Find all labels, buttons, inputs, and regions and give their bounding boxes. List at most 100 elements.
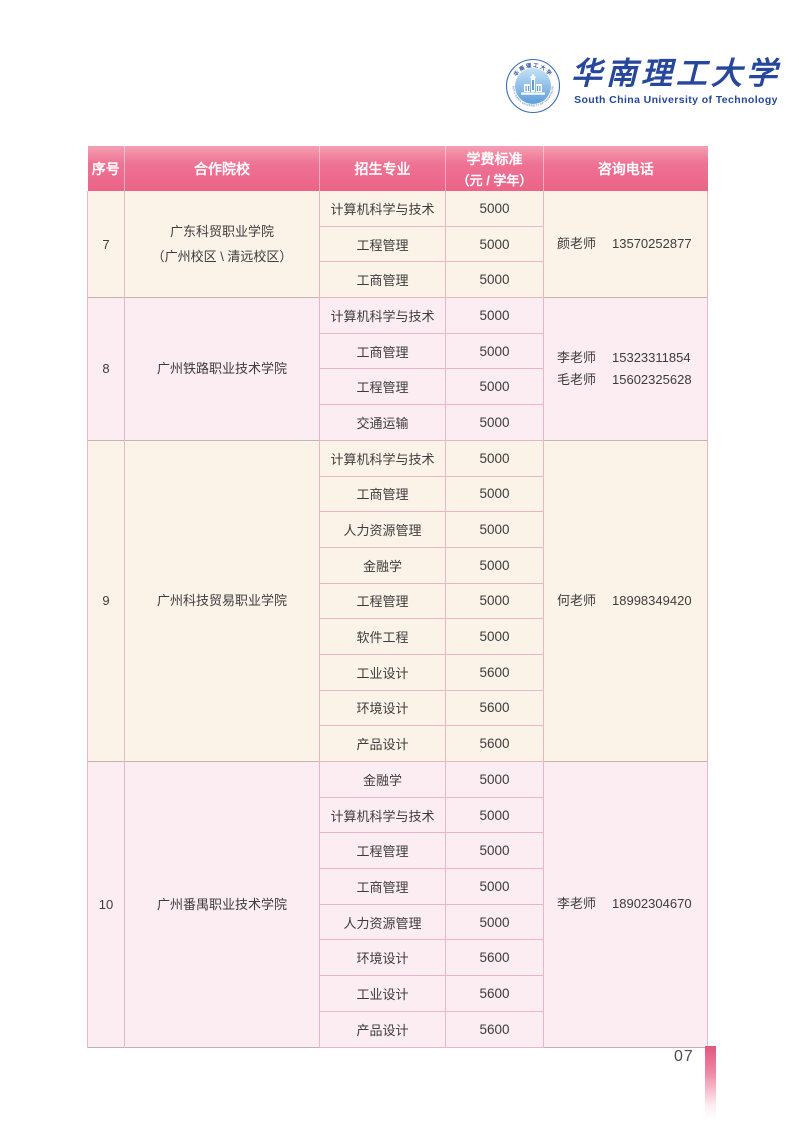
major-cell: 计算机科学与技术 — [319, 191, 446, 227]
major-cell: 交通运输 — [319, 404, 446, 441]
college-name-line: 广州铁路职业技术学院 — [156, 361, 287, 377]
table-row: 交通运输 5000 — [88, 404, 708, 441]
fee-cell: 5000 — [445, 225, 544, 263]
fee-cell: 5600 — [445, 653, 544, 691]
major-cell: 工程管理 — [319, 225, 446, 263]
column-header-label: 序号 — [91, 160, 120, 177]
contact-cell: 颜老师 13570252877 — [543, 191, 708, 298]
column-header-label: 合作院校 — [194, 160, 250, 177]
college-name-line: 广州番禺职业技术学院 — [156, 896, 287, 912]
contact-cell: 李老师 18902304670 — [543, 761, 708, 1047]
table-row: 工业设计 5600 — [88, 975, 708, 1012]
fee-cell: 5000 — [445, 261, 544, 299]
table-row: 工商管理 5000 — [88, 868, 708, 905]
column-header: 序号 — [87, 146, 125, 191]
table-row: 10 广州番禺职业技术学院 金融学 5000 李老师 18902304670 — [87, 761, 708, 1047]
fee-cell: 5000 — [445, 761, 544, 798]
contact-phone-number: 15602325628 — [612, 371, 692, 387]
table-header: 序号 合作院校 招生专业 学费标准 （元 / 学年） 咨询电话 — [87, 146, 708, 191]
fee-cell: 5000 — [445, 191, 544, 227]
contact-line: 李老师 18902304670 — [557, 893, 707, 915]
fee-cell: 5000 — [445, 903, 544, 941]
table-row: 工业设计 5600 — [88, 653, 708, 691]
column-header: 合作院校 — [124, 146, 320, 191]
table-row: 金融学 5000 — [88, 546, 708, 584]
table-row: 软件工程 5000 — [88, 618, 708, 655]
contact-teacher-name: 颜老师 — [557, 236, 597, 252]
university-name-en: South China University of Technology — [574, 94, 778, 106]
major-cell: 工业设计 — [319, 975, 446, 1012]
fee-cell: 5600 — [445, 689, 544, 727]
table-row: 工程管理 5000 — [88, 225, 708, 263]
table-row: 工商管理 5000 — [88, 475, 708, 513]
row-number-cell: 7 — [87, 191, 125, 298]
college-cell: 广东科贸职业学院 （广州校区 \ 清远校区） — [124, 191, 320, 298]
column-header-label: 咨询电话 — [597, 160, 654, 177]
contact-line: 何老师 18998349420 — [557, 590, 707, 612]
fee-cell: 5600 — [445, 1010, 544, 1048]
fee-cell: 5000 — [445, 618, 544, 655]
row-number-cell: 8 — [87, 297, 125, 441]
major-cell: 工业设计 — [319, 653, 446, 691]
contact-phone-number: 13570252877 — [612, 236, 692, 252]
major-cell: 工程管理 — [319, 832, 446, 870]
college-cell: 广州番禺职业技术学院 — [124, 761, 320, 1047]
table-row: 环境设计 5600 — [88, 939, 708, 977]
major-cell: 环境设计 — [319, 689, 446, 727]
major-cell: 工商管理 — [319, 475, 446, 513]
footer-accent-bar — [705, 1046, 716, 1120]
university-logo: 华南理工大学 SOUTH CHINA UNIVERSITY OF TECHNOL… — [505, 56, 781, 114]
college-cell: 广州铁路职业技术学院 — [124, 297, 320, 441]
major-cell: 计算机科学与技术 — [319, 439, 446, 477]
major-cell: 工程管理 — [319, 582, 446, 620]
major-cell: 环境设计 — [319, 939, 446, 977]
table-row: 工程管理 5000 — [88, 368, 708, 406]
fee-cell: 5600 — [445, 939, 544, 977]
fee-cell: 5000 — [445, 404, 544, 441]
column-header-label: 招生专业 — [354, 160, 411, 177]
fee-cell: 5000 — [445, 332, 544, 370]
college-name-line: （广州校区 \ 清远校区） — [151, 249, 293, 265]
partner-schools-table: 序号 合作院校 招生专业 学费标准 （元 / 学年） 咨询电话 7 广东科贸职业学院 （广州校… — [87, 146, 708, 1048]
table-row: 产品设计 5600 — [88, 725, 708, 762]
header-row: 序号 合作院校 招生专业 学费标准 （元 / 学年） 咨询电话 — [87, 146, 708, 191]
college-cell: 广州科技贸易职业学院 — [124, 439, 320, 762]
college-name-line: 广州科技贸易职业学院 — [156, 593, 287, 609]
contact-teacher-name: 李老师 — [557, 896, 597, 912]
fee-cell: 5000 — [445, 511, 544, 548]
contact-teacher-name: 李老师 — [557, 349, 597, 365]
fee-cell: 5000 — [445, 868, 544, 905]
contact-cell: 何老师 18998349420 — [543, 439, 708, 762]
contact-phone-number: 18902304670 — [612, 896, 692, 912]
fee-cell: 5000 — [445, 439, 544, 477]
fee-cell: 5000 — [445, 475, 544, 513]
row-number-cell: 9 — [87, 439, 125, 762]
table-row: 产品设计 5600 — [88, 1010, 708, 1048]
fee-cell: 5000 — [445, 368, 544, 406]
fee-cell: 5600 — [445, 975, 544, 1012]
fee-cell: 5000 — [445, 796, 544, 834]
contact-phone-number: 15323311854 — [612, 349, 691, 365]
contact-phone-number: 18998349420 — [612, 592, 692, 608]
contact-line: 颜老师 13570252877 — [557, 233, 707, 255]
major-cell: 工程管理 — [319, 368, 446, 406]
fee-cell: 5000 — [445, 582, 544, 620]
major-cell: 人力资源管理 — [319, 903, 446, 941]
row-number-cell: 10 — [87, 761, 125, 1047]
major-cell: 金融学 — [319, 546, 446, 584]
major-cell: 金融学 — [319, 761, 446, 798]
college-name-line: 广东科贸职业学院 — [169, 224, 274, 240]
table-row: 工商管理 5000 — [88, 261, 708, 299]
table-row: 7 广东科贸职业学院 （广州校区 \ 清远校区） 计算机科学与技术 5000 颜老师 135… — [87, 191, 708, 298]
major-cell: 工商管理 — [319, 868, 446, 905]
contact-teacher-name: 毛老师 — [557, 371, 597, 387]
contact-teacher-name: 何老师 — [557, 592, 597, 608]
table-row: 工程管理 5000 — [88, 832, 708, 870]
table-row: 9 广州科技贸易职业学院 计算机科学与技术 5000 何老师 18998349420 — [87, 439, 708, 762]
column-header-label: 学费标准 — [466, 150, 523, 167]
major-cell: 计算机科学与技术 — [319, 297, 446, 334]
column-header-sublabel: （元 / 学年） — [456, 172, 533, 188]
table-body: 7 广东科贸职业学院 （广州校区 \ 清远校区） 计算机科学与技术 5000 颜老师 135… — [87, 191, 708, 1048]
table-row: 工程管理 5000 — [88, 582, 708, 620]
table-row: 计算机科学与技术 5000 — [88, 796, 708, 834]
